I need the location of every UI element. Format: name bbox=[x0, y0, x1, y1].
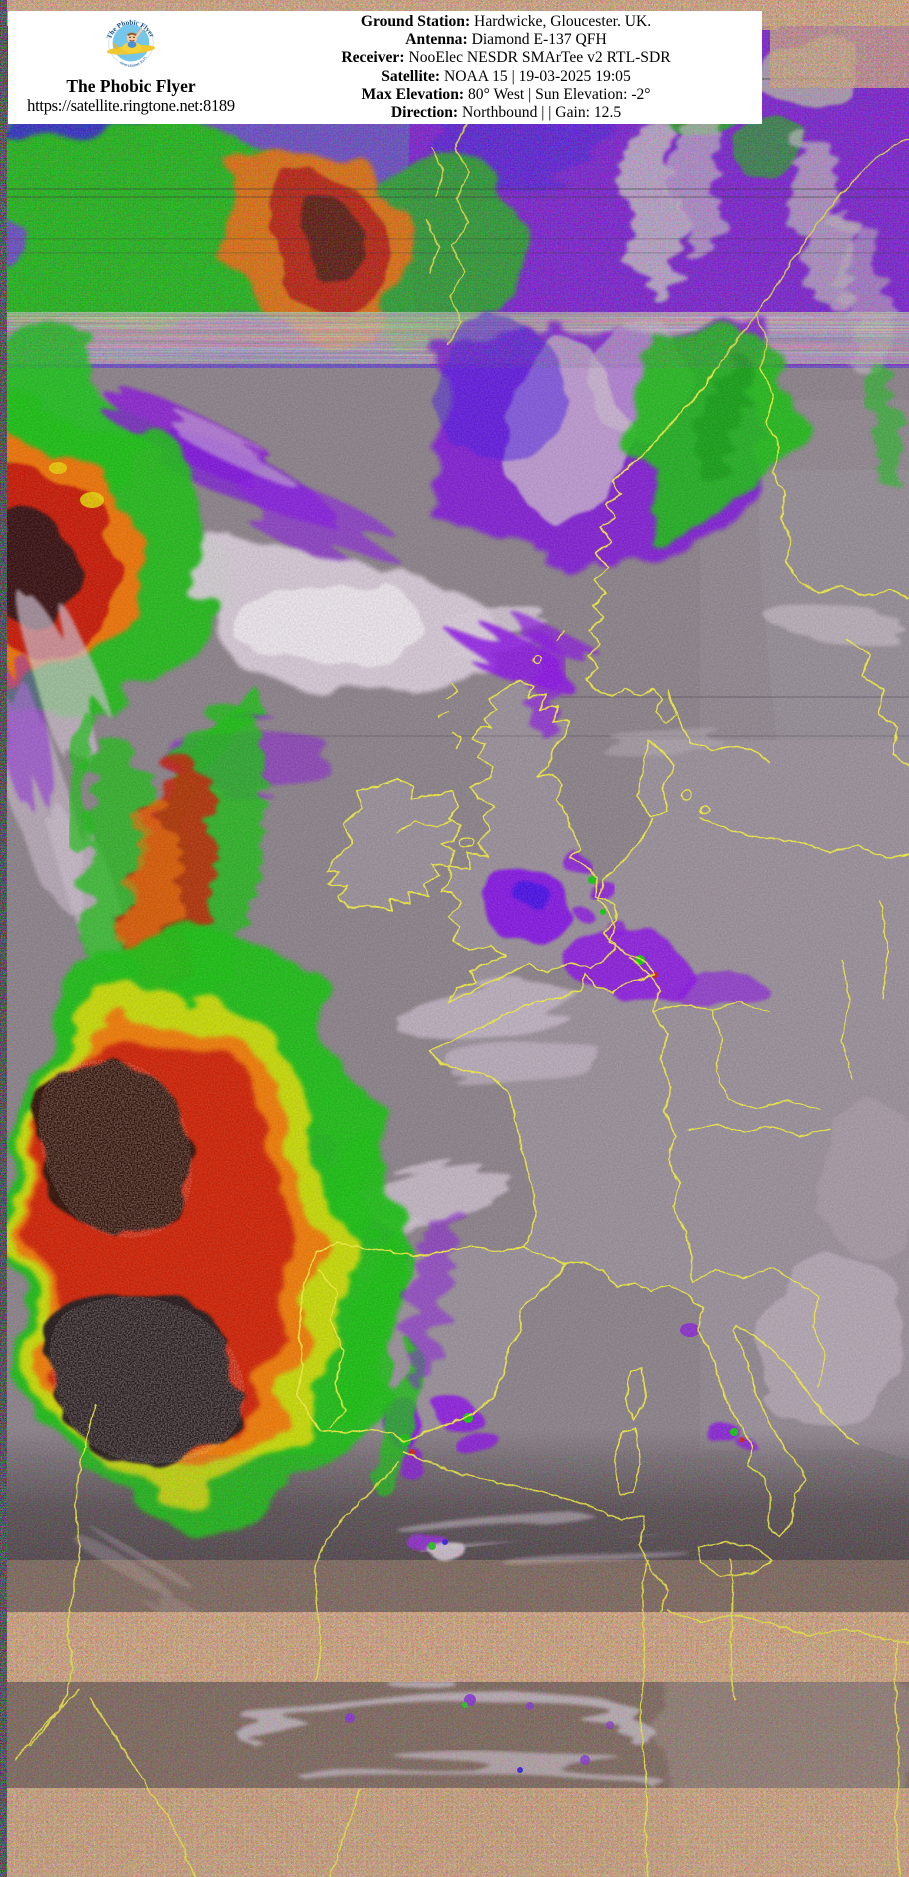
direction-value: Northbound | | Gain: 12.5 bbox=[458, 104, 622, 122]
phobic-flyer-logo: The Phobic Flyer WHO LEARNT TO FLY bbox=[100, 13, 156, 68]
station-url: https://satellite.ringtone.net:8189 bbox=[27, 96, 235, 115]
info-line-satellite: Satellite: NOAA 15 | 19-03-2025 19:05 bbox=[254, 68, 758, 86]
antenna-value: Diamond E-137 QFH bbox=[467, 31, 607, 49]
capture-metadata: Ground Station: Hardwicke, Gloucester. U… bbox=[254, 11, 762, 124]
satellite-label: Satellite: bbox=[381, 67, 441, 85]
info-line-receiver: Receiver: NooElec NESDR SMArTee v2 RTL-S… bbox=[254, 49, 758, 67]
max-elevation-value: 80° West | Sun Elevation: -2° bbox=[464, 85, 651, 103]
info-line-ground-station: Ground Station: Hardwicke, Gloucester. U… bbox=[254, 13, 758, 31]
direction-label: Direction: bbox=[390, 104, 459, 122]
info-line-antenna: Antenna: Diamond E-137 QFH bbox=[254, 31, 758, 49]
receiver-value: NooElec NESDR SMArTee v2 RTL-SDR bbox=[404, 49, 671, 67]
capture-info-panel: The Phobic Flyer WHO LEARNT TO FLY The P… bbox=[8, 11, 762, 124]
info-line-direction: Direction: Northbound | | Gain: 12.5 bbox=[254, 104, 758, 122]
max-elevation-label: Max Elevation: bbox=[361, 85, 465, 103]
info-line-max-elevation: Max Elevation: 80° West | Sun Elevation:… bbox=[254, 86, 758, 104]
branding-block: The Phobic Flyer WHO LEARNT TO FLY The P… bbox=[8, 11, 254, 124]
receiver-label: Receiver: bbox=[341, 49, 405, 67]
ground-station-value: Hardwicke, Gloucester. UK. bbox=[470, 13, 652, 30]
ground-station-label: Ground Station: bbox=[360, 13, 471, 30]
plane-icon bbox=[106, 28, 156, 55]
satellite-value: NOAA 15 | 19-03-2025 19:05 bbox=[440, 67, 631, 85]
station-title: The Phobic Flyer bbox=[66, 76, 196, 96]
antenna-label: Antenna: bbox=[405, 31, 468, 49]
